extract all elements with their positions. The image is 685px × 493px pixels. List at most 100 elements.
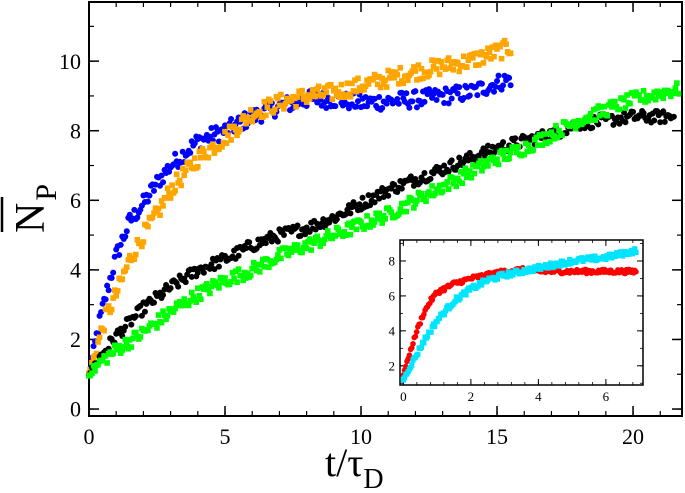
data-point-green — [421, 195, 428, 201]
data-point-green — [193, 299, 200, 305]
data-point-black — [670, 113, 677, 120]
data-point-orange — [123, 264, 130, 270]
data-point-green — [276, 247, 283, 253]
y-tick-label: 10 — [59, 49, 81, 74]
data-point-green — [485, 163, 491, 169]
data-point-blue — [323, 104, 330, 111]
data-point-orange — [149, 214, 156, 221]
data-point-green — [273, 256, 280, 263]
data-point-blue — [353, 103, 360, 110]
data-point-orange — [335, 89, 342, 95]
data-point-cyan — [418, 344, 425, 350]
data-point-green — [598, 104, 605, 110]
data-point-black — [630, 108, 637, 115]
data-point-green — [399, 200, 405, 207]
data-point-orange — [122, 267, 129, 274]
data-point-green — [616, 106, 623, 113]
y-tick-label: 6 — [389, 288, 396, 303]
data-point-orange — [95, 339, 101, 345]
data-point-orange — [370, 76, 376, 82]
data-point-green — [379, 220, 385, 226]
data-point-black — [206, 265, 213, 272]
data-point-orange — [270, 110, 277, 116]
data-point-blue — [345, 105, 352, 112]
data-point-black — [347, 210, 354, 217]
data-point-green — [658, 91, 665, 97]
data-point-orange — [228, 137, 234, 143]
data-point-green — [362, 223, 369, 229]
data-point-orange — [232, 126, 239, 133]
data-point-blue — [160, 179, 167, 186]
data-point-orange — [169, 182, 175, 188]
data-point-cyan — [405, 369, 411, 375]
data-point-black — [175, 283, 182, 290]
data-point-green — [102, 352, 109, 359]
data-point-green — [426, 189, 432, 195]
data-point-blue — [494, 77, 501, 84]
data-point-orange — [474, 50, 481, 56]
data-point-orange — [312, 93, 319, 100]
data-point-orange — [423, 69, 429, 76]
data-point-blue — [507, 82, 514, 89]
data-point-orange — [110, 295, 116, 301]
data-point-orange — [394, 72, 401, 78]
data-point-green — [545, 131, 552, 137]
data-point-green — [293, 246, 299, 253]
data-point-orange — [282, 101, 289, 107]
data-point-black — [122, 323, 129, 330]
data-point-orange — [488, 56, 494, 62]
data-point-green — [332, 233, 339, 239]
data-point-green — [314, 233, 320, 240]
data-point-orange — [350, 88, 357, 94]
data-point-blue — [466, 92, 473, 99]
data-point-cyan — [632, 246, 638, 252]
data-point-orange — [166, 190, 172, 196]
data-point-green — [538, 132, 544, 139]
data-point-green — [315, 237, 322, 243]
data-point-black — [484, 142, 491, 149]
data-point-green — [264, 256, 271, 263]
data-point-black — [297, 232, 304, 239]
data-point-orange — [362, 83, 369, 89]
x-tick-label: 5 — [220, 424, 231, 449]
data-point-green — [492, 160, 499, 167]
data-point-cyan — [617, 249, 623, 255]
data-point-black — [376, 195, 383, 202]
data-point-green — [655, 93, 662, 99]
data-point-orange — [222, 128, 228, 135]
data-point-green — [371, 219, 378, 225]
data-point-green — [308, 247, 314, 253]
x-tick-label: 6 — [603, 389, 610, 404]
data-point-black — [160, 292, 167, 299]
data-point-orange — [417, 76, 423, 82]
data-point-orange — [503, 41, 509, 47]
data-point-green — [361, 226, 367, 232]
data-point-green — [374, 215, 381, 221]
data-point-green — [474, 163, 481, 170]
data-point-black — [280, 232, 287, 239]
data-point-green — [114, 347, 121, 353]
data-point-green — [548, 129, 555, 135]
data-point-green — [668, 93, 674, 100]
data-point-green — [454, 175, 461, 182]
data-point-blue — [354, 98, 361, 105]
data-point-black — [128, 321, 135, 328]
data-point-green — [574, 122, 580, 129]
data-point-orange — [359, 83, 366, 90]
data-point-green — [491, 157, 497, 164]
x-tick-label: 4 — [535, 389, 542, 404]
data-point-black — [365, 192, 372, 199]
data-point-green — [358, 219, 364, 226]
data-point-orange — [479, 49, 485, 55]
data-point-blue — [492, 83, 499, 90]
data-point-orange — [308, 93, 314, 99]
data-point-orange — [246, 117, 252, 124]
data-point-orange — [219, 144, 225, 150]
data-point-green — [380, 212, 387, 219]
data-point-black — [208, 261, 215, 268]
data-point-black — [182, 279, 189, 286]
data-point-orange — [460, 53, 467, 60]
data-point-green — [600, 111, 606, 117]
data-point-orange — [465, 57, 472, 64]
